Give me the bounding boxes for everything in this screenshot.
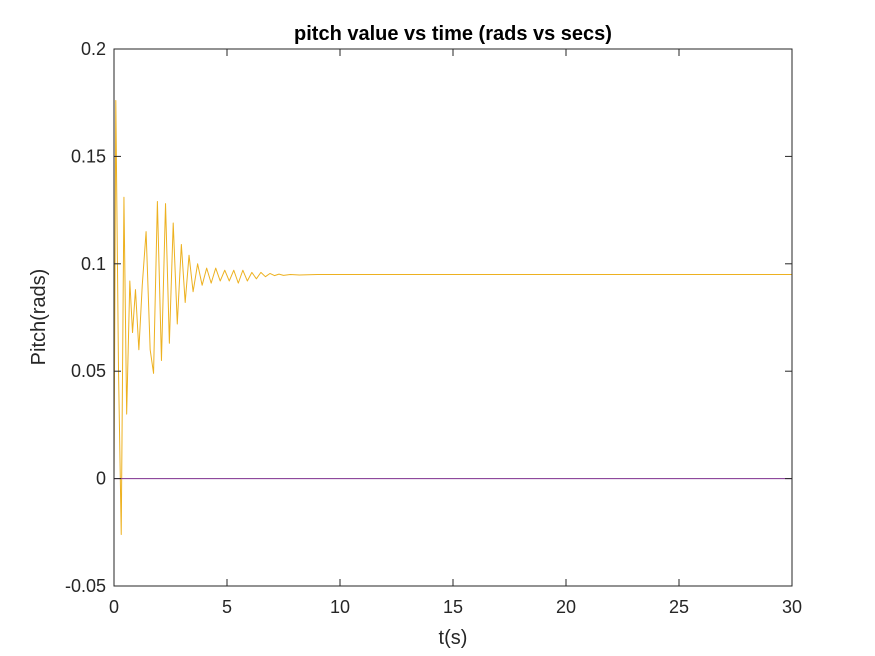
series-line-0	[113, 100, 792, 535]
x-tick-label: 5	[222, 597, 232, 617]
y-tick-label: 0.1	[81, 254, 106, 274]
y-tick-label: 0.2	[81, 39, 106, 59]
plot-area	[114, 49, 792, 586]
y-axis-label: Pitch(rads)	[28, 269, 50, 366]
y-tick-label: 0	[96, 469, 106, 489]
chart-title: pitch value vs time (rads vs secs)	[294, 23, 612, 45]
y-axis-ticks: -0.05 0 0.05 0.1 0.15 0.2	[65, 39, 792, 596]
x-tick-label: 20	[556, 597, 576, 617]
y-tick-label: -0.05	[65, 576, 106, 596]
x-tick-label: 0	[109, 597, 119, 617]
series-layer	[113, 100, 792, 535]
x-tick-label: 25	[669, 597, 689, 617]
x-tick-label: 15	[443, 597, 463, 617]
x-axis-label: t(s)	[439, 627, 468, 649]
x-axis-ticks: 0 5 10 15 20 25 30	[109, 49, 802, 617]
y-tick-label: 0.05	[71, 361, 106, 381]
x-tick-label: 30	[782, 597, 802, 617]
y-tick-label: 0.15	[71, 146, 106, 166]
x-tick-label: 10	[330, 597, 350, 617]
